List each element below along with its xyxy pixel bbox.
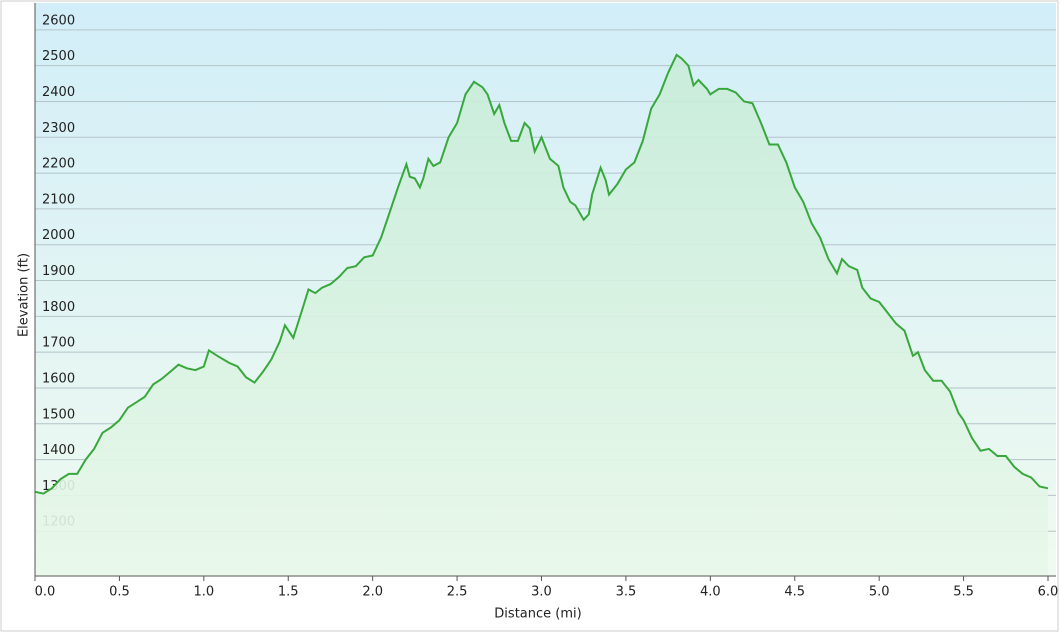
x-tick-label: 5.5 xyxy=(953,585,974,600)
x-tick-label: 2.5 xyxy=(447,585,468,600)
y-axis-label: Elevation (ft) xyxy=(17,253,32,337)
y-tick-label: 2400 xyxy=(42,85,75,100)
y-tick-label: 1600 xyxy=(42,371,75,386)
x-axis-label: Distance (mi) xyxy=(494,607,581,622)
y-tick-label: 2500 xyxy=(42,49,75,64)
y-tick-label: 2000 xyxy=(42,228,75,243)
x-tick-label: 1.0 xyxy=(193,585,214,600)
area-fill xyxy=(35,54,1048,576)
y-tick-label: 2300 xyxy=(42,121,75,136)
x-tick-label: 2.0 xyxy=(362,585,383,600)
y-tick-label: 1500 xyxy=(42,407,75,422)
elevation-line xyxy=(34,53,1049,495)
x-tick-label: 4.0 xyxy=(700,585,721,600)
x-tick-label: 1.5 xyxy=(278,585,299,600)
y-tick-label: 2200 xyxy=(42,157,75,172)
x-tick-label: 5.0 xyxy=(869,585,890,600)
y-tick-label: 2600 xyxy=(42,13,75,28)
x-tick-label: 3.0 xyxy=(531,585,552,600)
x-tick-label: 6.0 xyxy=(1038,585,1059,600)
y-tick-label: 1800 xyxy=(42,300,75,315)
y-tick-label: 1700 xyxy=(42,336,75,351)
y-tick-label: 1400 xyxy=(42,443,75,458)
x-tick-label: 0.0 xyxy=(35,585,56,600)
x-tick-label: 3.5 xyxy=(616,585,637,600)
y-tick-label: 2100 xyxy=(42,192,75,207)
x-tick-label: 0.5 xyxy=(109,585,130,600)
x-tick-label: 4.5 xyxy=(784,585,805,600)
y-tick-label: 1900 xyxy=(42,264,75,279)
